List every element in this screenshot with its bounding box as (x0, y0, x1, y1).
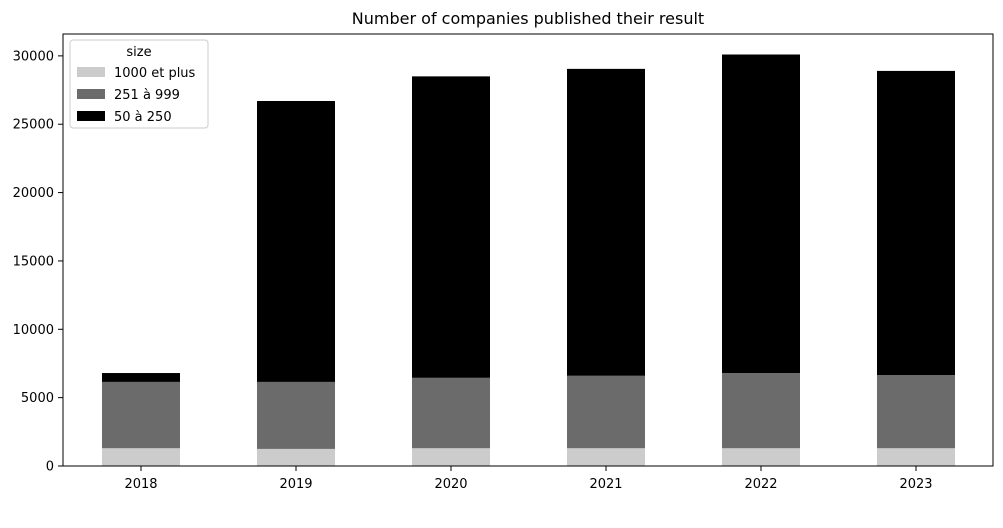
bar-2020-series-2 (412, 76, 490, 378)
x-tick-label: 2020 (434, 477, 467, 492)
bar-2019-series-2 (257, 100, 335, 382)
bars-group (102, 54, 955, 466)
x-tick-label: 2022 (744, 477, 777, 492)
bar-2018-series-0 (102, 448, 180, 466)
legend-label-1: 251 à 999 (114, 88, 180, 103)
legend-box (69, 39, 209, 129)
legend-label-2: 50 à 250 (114, 110, 172, 125)
y-tick-label: 20000 (13, 186, 54, 201)
bar-2022-series-0 (722, 448, 800, 466)
bar-2020-series-0 (412, 448, 490, 466)
bar-2018-series-2 (102, 373, 180, 382)
bar-2019-series-0 (257, 448, 335, 466)
bar-2020-series-1 (412, 377, 490, 449)
y-tick-label: 5000 (21, 391, 54, 406)
legend-swatch-1 (77, 89, 105, 99)
axes-group: 0 5000 10000 15000 20000 25000 30000 2018 2019 20… (13, 49, 933, 492)
legend-title: size (126, 45, 151, 60)
bar-2021-series-1 (567, 375, 645, 449)
y-tick-label: 10000 (13, 323, 54, 338)
y-tick-label: 0 (46, 460, 54, 475)
bar-2021-series-0 (567, 448, 645, 466)
bar-2023-series-2 (877, 70, 955, 376)
y-tick-label: 25000 (13, 118, 54, 133)
legend-label-0: 1000 et plus (114, 66, 196, 81)
legend-swatch-0 (77, 67, 105, 77)
x-tick-label: 2023 (899, 477, 932, 492)
x-tick-label: 2019 (279, 477, 312, 492)
x-tick-label: 2018 (124, 477, 157, 492)
y-tick-label: 15000 (13, 254, 54, 269)
bar-2022-series-1 (722, 373, 800, 449)
bar-2021-series-2 (567, 68, 645, 376)
bar-2018-series-1 (102, 381, 180, 449)
y-tick-label: 30000 (13, 49, 54, 64)
bar-2023-series-1 (877, 375, 955, 449)
x-tick-label: 2021 (589, 477, 622, 492)
legend-swatch-2 (77, 111, 105, 121)
chart-title: Number of companies published their resu… (352, 9, 704, 28)
bar-2019-series-1 (257, 381, 335, 449)
bar-2022-series-2 (722, 54, 800, 374)
plot-frame (62, 33, 994, 467)
legend: size 1000 et plus 251 à 999 50 à 250 (69, 39, 209, 129)
bar-2023-series-0 (877, 448, 955, 466)
